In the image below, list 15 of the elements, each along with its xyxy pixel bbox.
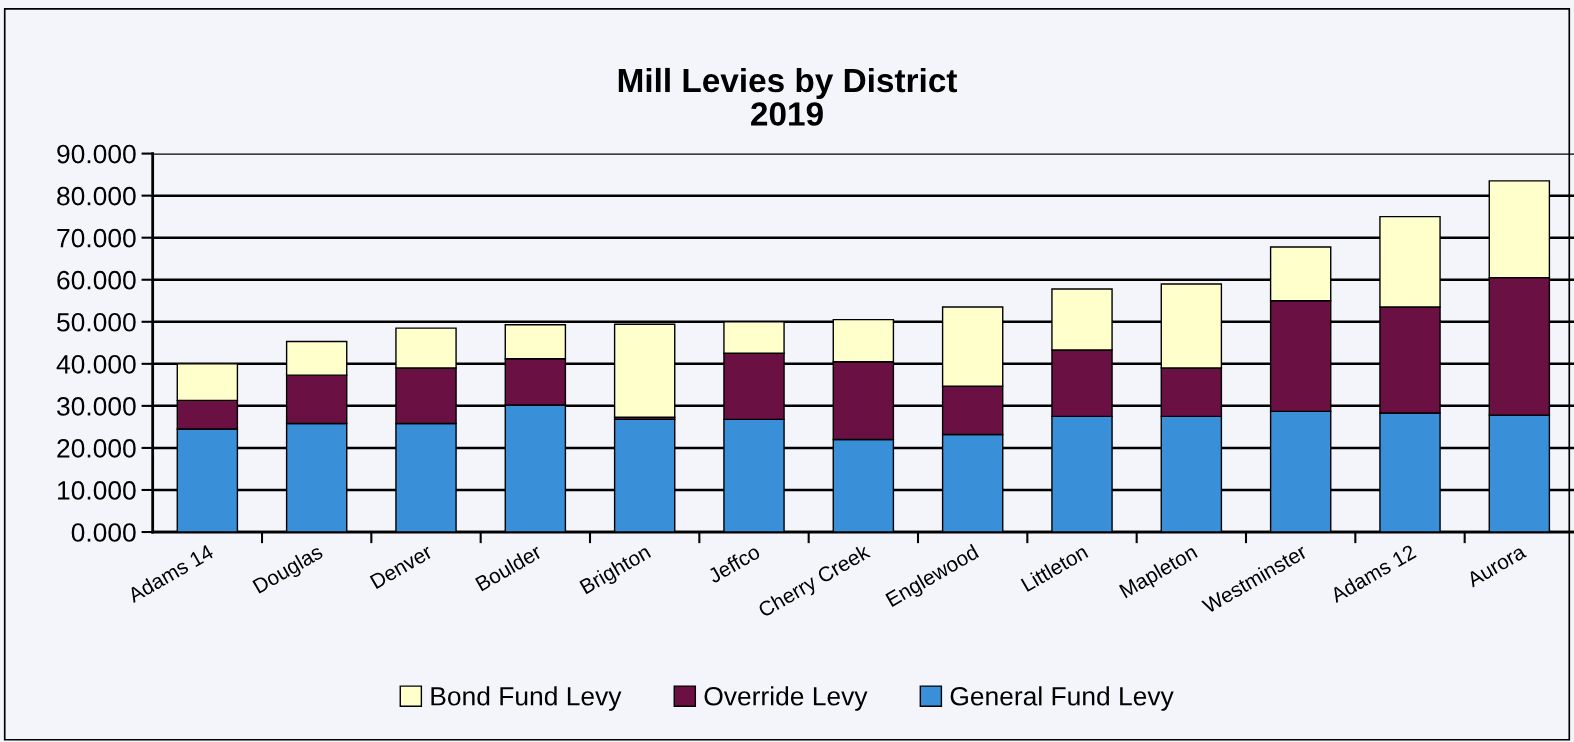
- legend-label: Override Levy: [704, 686, 868, 711]
- legend-label: Bond Fund Levy: [431, 686, 622, 711]
- y-tick-label: 20.000: [57, 439, 136, 458]
- legend-label: General Fund Levy: [950, 686, 1174, 711]
- y-tick-label: 40.000: [56, 354, 136, 374]
- y-tick-label: 10.000: [58, 481, 136, 500]
- x-tick-label: Jeffco: [706, 543, 761, 584]
- y-tick-label: 80.000: [57, 186, 136, 206]
- y-tick-label: 60.000: [57, 270, 136, 290]
- chart-title: Mill Levies by District 2019: [618, 67, 958, 126]
- y-tick-label: 0.000: [71, 523, 136, 542]
- y-tick-label: 70.000: [57, 228, 136, 248]
- y-tick-label: 90.000: [57, 144, 136, 164]
- y-tick-label: 50.000: [57, 312, 136, 332]
- y-tick-label: 30.000: [57, 397, 136, 416]
